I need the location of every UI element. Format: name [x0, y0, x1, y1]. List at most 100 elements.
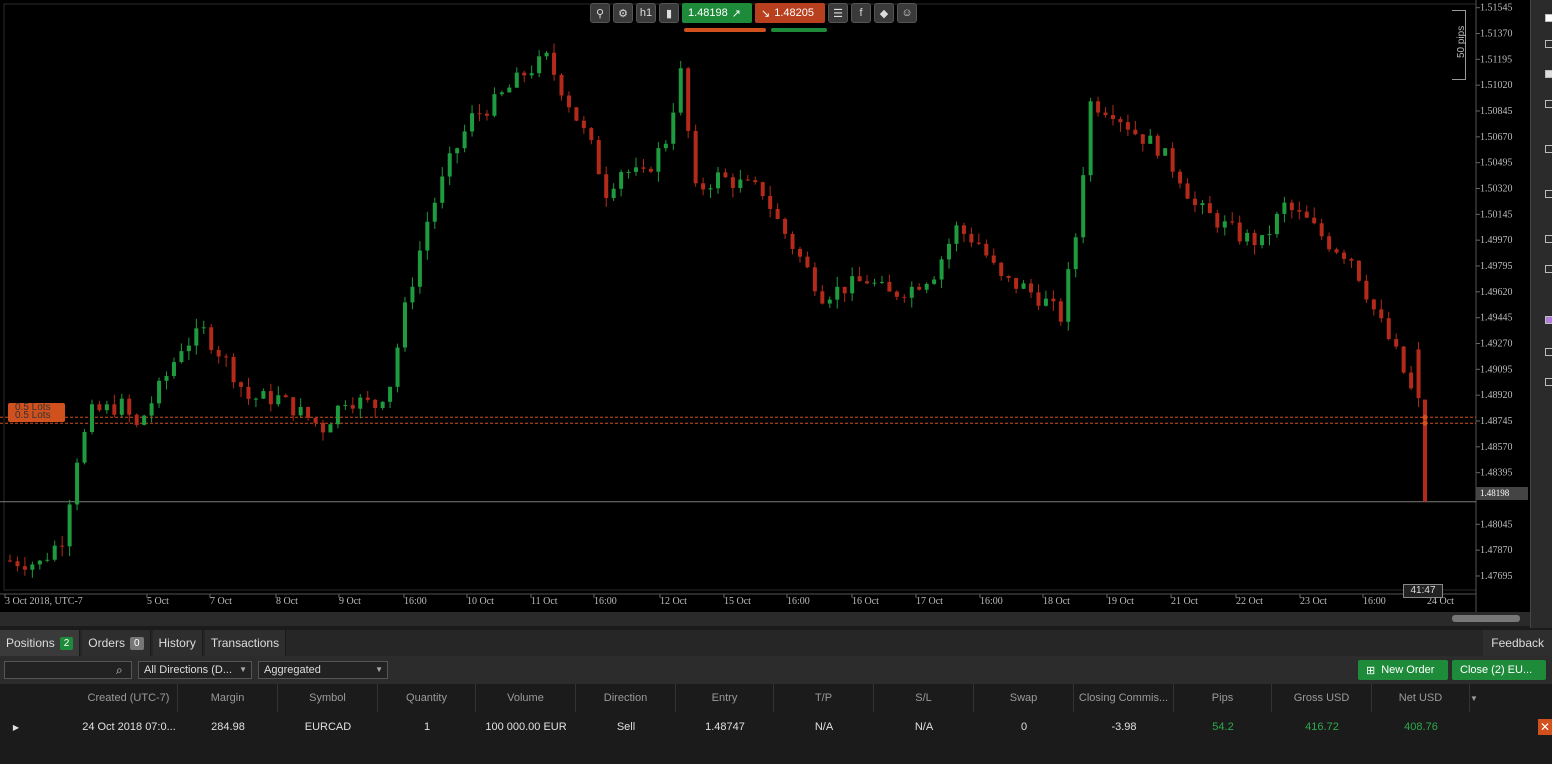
tag-icon[interactable]: ◆ [874, 3, 894, 23]
trend-icon[interactable] [1545, 100, 1552, 108]
chevron-down-icon: ▼ [375, 665, 383, 674]
candle-body [768, 196, 773, 209]
candle-body [507, 87, 512, 93]
column-header[interactable]: Swap [974, 684, 1074, 712]
time-tick-label: 16 Oct [852, 596, 879, 607]
candle-body [1245, 232, 1250, 242]
candle-body [112, 404, 117, 415]
feedback-button[interactable]: Feedback [1483, 630, 1552, 656]
column-menu-icon[interactable]: ▼ [1470, 693, 1478, 703]
positions-table-header: Created (UTC-7) Margin Symbol Quantity Volum… [0, 684, 1552, 712]
column-header[interactable]: Net USD [1372, 684, 1470, 712]
candle-body [626, 171, 631, 173]
column-header[interactable]: T/P [774, 684, 874, 712]
time-tick-label: 12 Oct [660, 596, 687, 607]
candle-body [1304, 211, 1309, 218]
candle-body [604, 174, 609, 199]
candle-body [1364, 280, 1369, 300]
crosshair-icon[interactable] [1545, 40, 1552, 48]
facebook-icon[interactable]: f [851, 3, 871, 23]
column-header[interactable]: Symbol [278, 684, 378, 712]
line-icon[interactable] [1545, 70, 1552, 78]
candle-body [291, 397, 296, 416]
candle-body [1289, 202, 1294, 211]
direction-select[interactable]: All Directions (D... ▼ [138, 661, 252, 679]
sell-button[interactable]: ↘ 1.48205 [755, 3, 825, 23]
column-header[interactable]: Gross USD [1272, 684, 1372, 712]
position-lots-tag[interactable]: 0.5 Lots 0.5 Lots [8, 403, 65, 422]
chart-canvas[interactable]: 1.51545 1.51370 1.51195 1.51020 1.50845 1.506… [0, 0, 1530, 612]
candle-body [462, 131, 467, 149]
time-tick-label: 21 Oct [1171, 596, 1198, 607]
column-header[interactable]: Direction [576, 684, 676, 712]
table-row[interactable]: ▶ 24 Oct 2018 07:0... 284.98 EURCAD 1 100 000… [0, 712, 1552, 742]
person-icon[interactable]: ☺ [897, 3, 917, 23]
candle-body [470, 113, 475, 132]
candle-body [298, 407, 303, 416]
scrollbar-thumb[interactable] [1452, 615, 1520, 622]
column-header[interactable]: Created (UTC-7) [80, 684, 178, 712]
column-header[interactable]: Pips [1174, 684, 1272, 712]
price-tick-label: 1.50670 [1480, 132, 1513, 143]
rect-icon[interactable] [1545, 235, 1552, 243]
chart-scrollbar[interactable] [0, 612, 1530, 626]
candle-body [842, 286, 847, 294]
column-header[interactable]: Entry [676, 684, 774, 712]
new-order-button[interactable]: ⊞ New Order [1358, 660, 1448, 680]
channel-icon[interactable] [1545, 145, 1552, 153]
candle-body [1178, 171, 1183, 184]
column-header[interactable]: Volume [476, 684, 576, 712]
column-header[interactable]: Closing Commis... [1074, 684, 1174, 712]
candle-body [663, 143, 668, 149]
close-all-button[interactable]: Close (2) EU... [1452, 660, 1546, 680]
candle-body [231, 357, 236, 383]
candle-body [872, 282, 877, 284]
close-position-button[interactable]: ✕ [1538, 719, 1552, 735]
search-input[interactable] [4, 661, 132, 679]
search-icon[interactable]: ⌕ [116, 663, 123, 677]
table-empty-area [0, 742, 1552, 764]
price-chart[interactable]: 1.51545 1.51370 1.51195 1.51020 1.50845 1.506… [0, 0, 1530, 612]
tab-history[interactable]: History [152, 630, 203, 656]
tab-positions[interactable]: Positions 2 [0, 630, 81, 656]
candle-body [1192, 198, 1197, 206]
time-tick-label: 18 Oct [1043, 596, 1070, 607]
timeframe-button[interactable]: h1 [636, 3, 656, 23]
candle-body [619, 172, 624, 189]
text-icon[interactable] [1545, 265, 1552, 273]
candle-body [1148, 135, 1153, 144]
column-header[interactable]: Margin [178, 684, 278, 712]
candle-body [395, 347, 400, 387]
list-icon[interactable]: ☰ [828, 3, 848, 23]
column-header[interactable]: S/L [874, 684, 974, 712]
candle-body [790, 233, 795, 249]
candle-body [417, 250, 422, 287]
candle-body [894, 291, 899, 297]
cell-net: 408.76 [1404, 721, 1438, 733]
column-header[interactable]: Quantity [378, 684, 476, 712]
buy-button[interactable]: 1.48198 ↗ [682, 3, 752, 23]
candle-body [499, 92, 504, 95]
candle-body [634, 167, 639, 172]
fib-icon[interactable] [1545, 190, 1552, 198]
candles-icon[interactable]: ▮ [659, 3, 679, 23]
settings-icon[interactable]: ⚙ [613, 3, 633, 23]
tab-history-label: History [158, 636, 196, 650]
grouping-select[interactable]: Aggregated ▼ [258, 661, 388, 679]
expand-row-icon[interactable]: ▶ [12, 722, 20, 732]
alert-icon[interactable] [1545, 378, 1552, 386]
zoom-icon[interactable]: ⚲ [590, 3, 610, 23]
tab-positions-label: Positions [6, 636, 55, 650]
color-icon[interactable] [1545, 316, 1552, 324]
candle-body [1014, 277, 1019, 289]
tab-transactions[interactable]: Transactions [204, 630, 287, 656]
candle-body [447, 153, 452, 177]
candle-body [1140, 134, 1145, 144]
camera-icon[interactable] [1545, 348, 1552, 356]
tab-orders[interactable]: Orders 0 [82, 630, 151, 656]
candle-body [581, 120, 586, 129]
candle-body [224, 356, 229, 358]
candle-body [984, 243, 989, 256]
arrow-icon[interactable] [1545, 14, 1552, 22]
candle-body [924, 283, 929, 290]
